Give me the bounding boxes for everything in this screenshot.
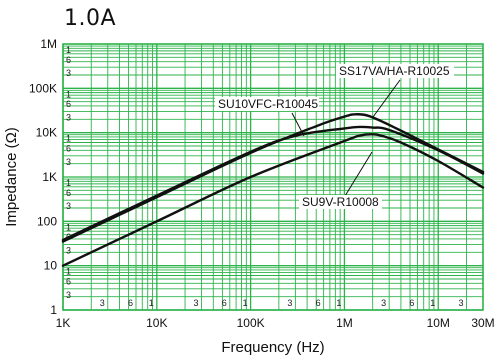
x-minor-tick-label: 6	[316, 298, 321, 308]
y-tick-label: 1M	[40, 37, 57, 51]
annotation-leader-line	[344, 151, 373, 197]
plot-frame	[62, 43, 484, 311]
y-minor-tick-label: 1	[66, 45, 71, 55]
x-tick-label: 30M	[471, 316, 494, 330]
y-minor-tick-label: 6	[66, 144, 71, 154]
x-minor-tick-label: 3	[458, 298, 463, 308]
y-minor-tick-label: 6	[66, 99, 71, 109]
y-tick-label: 1K	[42, 170, 57, 184]
y-minor-tick-label: 6	[66, 188, 71, 198]
x-tick-label: 10K	[146, 316, 167, 330]
y-minor-tick-label: 3	[66, 246, 71, 256]
x-minor-tick-label: 1	[149, 298, 154, 308]
series-line-ss17va-ha-r10025	[61, 112, 485, 243]
y-minor-tick-label: 6	[66, 277, 71, 287]
x-minor-tick-label: 3	[287, 298, 292, 308]
y-minor-tick-label: 1	[66, 89, 71, 99]
y-tick-label: 100	[37, 214, 57, 228]
series-label-su9v-r10008: SU9V-R10008	[302, 195, 379, 209]
annotation-leader-line	[372, 79, 401, 118]
y-tick-label: 100K	[29, 81, 57, 95]
y-minor-tick-label: 3	[66, 157, 71, 167]
annotation-leader-line	[291, 112, 305, 137]
series-label-su10vfc-r10045: SU10VFC-R10045	[218, 97, 318, 111]
y-minor-tick-label: 1	[66, 222, 71, 232]
x-tick-label: 1M	[336, 316, 353, 330]
y-minor-tick-label: 3	[66, 201, 71, 211]
y-minor-tick-label: 6	[66, 55, 71, 65]
y-axis-label: Impedance (Ω)	[3, 127, 20, 227]
x-tick-label: 1K	[56, 316, 71, 330]
x-minor-tick-label: 3	[194, 298, 199, 308]
x-axis-label: Frequency (Hz)	[221, 339, 324, 356]
x-minor-tick-label: 6	[409, 298, 414, 308]
y-minor-tick-label: 1	[66, 267, 71, 277]
series-line-su10vfc-r10045	[61, 125, 485, 242]
y-minor-tick-label: 3	[66, 113, 71, 123]
x-minor-tick-label: 1	[243, 298, 248, 308]
x-minor-tick-label: 6	[222, 298, 227, 308]
annotation-background	[336, 64, 454, 78]
series-line-su9v-r10008	[61, 133, 485, 267]
x-minor-tick-label: 1	[336, 298, 341, 308]
y-minor-tick-label: 1	[66, 178, 71, 188]
x-minor-tick-label: 1	[430, 298, 435, 308]
x-minor-tick-label: 6	[128, 298, 133, 308]
y-tick-label: 10K	[36, 126, 57, 140]
x-minor-tick-label: 3	[381, 298, 386, 308]
y-minor-tick-label: 3	[66, 68, 71, 78]
series-label-ss17va-ha-r10025: SS17VA/HA-R10025	[339, 64, 450, 78]
y-tick-label: 1	[50, 303, 57, 317]
x-minor-tick-label: 3	[100, 298, 105, 308]
x-tick-label: 10M	[427, 316, 450, 330]
annotation-background	[215, 97, 319, 111]
chart-title: 1.0A	[64, 6, 117, 31]
y-minor-tick-label: 1	[66, 134, 71, 144]
y-tick-label: 10	[44, 259, 58, 273]
x-tick-label: 100K	[237, 316, 265, 330]
y-minor-tick-label: 3	[66, 290, 71, 300]
annotation-background	[299, 195, 382, 209]
